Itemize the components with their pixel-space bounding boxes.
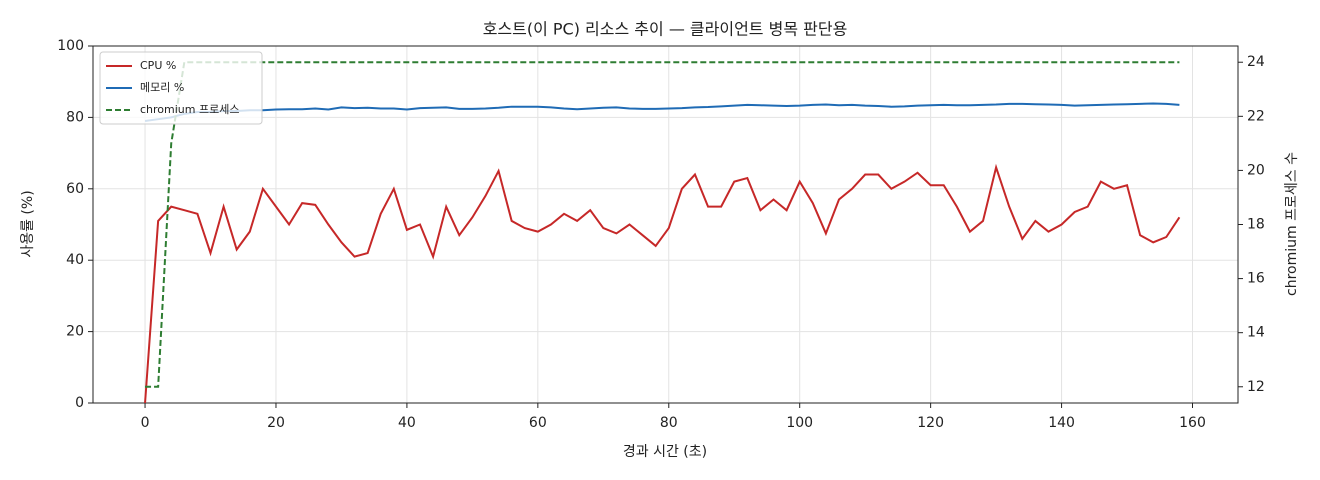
y2-tick-label: 16 [1247,271,1265,287]
y-tick-label: 100 [57,38,84,54]
y2-axis-label: chromium 프로세스 수 [1284,152,1300,296]
x-tick-label: 60 [529,415,547,431]
plot-frame [92,45,1239,404]
legend-box [99,51,263,125]
x-tick-label: 160 [1179,415,1206,431]
chart-title: 호스트(이 PC) 리소스 추이 — 클라이언트 병목 판단용 [483,20,848,39]
y-tick-label: 60 [66,181,84,197]
y2-tick-label: 12 [1247,379,1265,395]
y2-tick-label: 22 [1247,108,1265,124]
y2-tick-label: 18 [1247,217,1265,233]
y2-tick-label: 14 [1247,325,1265,341]
x-tick-label: 80 [660,415,678,431]
x-tick-label: 120 [917,415,944,431]
x-axis-label: 경과 시간 (초) [623,444,707,460]
y2-tick-label: 20 [1247,162,1265,178]
legend: CPU % 메모리 % chromium 프로세스 [99,51,263,125]
y-tick-label: 20 [66,324,84,340]
x-tick-label: 20 [267,415,285,431]
x-tick-label: 0 [141,415,150,431]
y-tick-label: 80 [66,109,84,125]
y-tick-label: 40 [66,252,84,268]
data-line [144,102,1180,122]
y-axis-label: 사용률 (%) [20,190,36,257]
x-tick-label: 100 [786,415,813,431]
legend-label: chromium 프로세스 [140,103,239,116]
y-tick-label: 0 [75,395,84,411]
data-line [145,61,1180,388]
x-tick-label: 40 [398,415,416,431]
y2-tick-label: 24 [1247,54,1265,70]
legend-label: CPU % [140,59,176,72]
legend-label: 메모리 % [140,81,184,94]
data-line [144,163,1181,404]
x-tick-label: 140 [1048,415,1075,431]
